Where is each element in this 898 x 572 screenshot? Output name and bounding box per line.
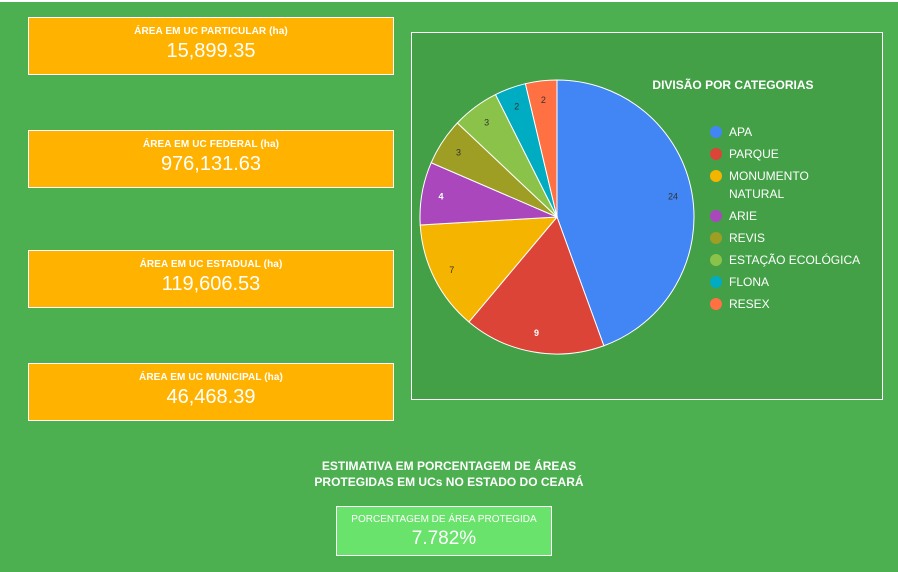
legend-item[interactable]: RESEX (710, 297, 770, 311)
area-particular-card: ÁREA EM UC PARTICULAR (ha) 15,899.35 (28, 17, 394, 75)
pie-slice-value-label: 2 (541, 95, 546, 105)
area-estadual-label: ÁREA EM UC ESTADUAL (ha) (139, 259, 283, 270)
legend-item[interactable]: APA (710, 125, 752, 139)
legend-swatch (710, 276, 722, 288)
pie-slice-monumento-natural[interactable] (419, 216, 559, 323)
legend-label: REVIS (729, 231, 765, 245)
pie-slice-value-label: 24 (668, 192, 678, 202)
legend-item[interactable]: ESTAÇÃO ECOLÓGICA (710, 252, 860, 267)
pie-slice-value-label: 4 (438, 192, 443, 202)
area-estadual-card: ÁREA EM UC ESTADUAL (ha) 119,606.53 (28, 250, 394, 308)
pie-slice-value-label: 3 (456, 147, 461, 157)
area-municipal-label: ÁREA EM UC MUNICIPAL (ha) (139, 372, 283, 383)
legend-swatch (710, 298, 722, 310)
pie-slice-value-label: 7 (449, 265, 454, 275)
legend-item[interactable]: ARIE (710, 209, 757, 223)
area-federal-card: ÁREA EM UC FEDERAL (ha) 976,131.63 (28, 130, 394, 188)
pie-slices (419, 79, 695, 355)
legend-swatch (710, 170, 722, 182)
protected-percentage-card: PORCENTAGEM DE ÁREA PROTEGIDA 7.782% (336, 506, 552, 556)
top-border-line (0, 0, 898, 2)
legend-swatch (710, 232, 722, 244)
legend-label: PARQUE (729, 147, 779, 161)
legend-label: FLONA (729, 275, 769, 289)
area-particular-label: ÁREA EM UC PARTICULAR (ha) (134, 26, 288, 37)
protected-percentage-label: PORCENTAGEM DE ÁREA PROTEGIDA (351, 514, 537, 525)
chart-title: DIVISÃO POR CATEGORIAS (652, 77, 813, 92)
area-municipal-card: ÁREA EM UC MUNICIPAL (ha) 46,468.39 (28, 363, 394, 421)
legend-item[interactable]: MONUMENTO NATURAL (710, 169, 809, 201)
protected-percentage-value: 7.782% (411, 528, 477, 549)
estimate-title: ESTIMATIVA EM PORCENTAGEM DE ÁREAS PROTE… (249, 458, 649, 490)
chart-legend: APA PARQUE MONUMENTO NATURAL ARIE REVIS ESTAÇÃ… (710, 125, 860, 311)
legend-swatch (710, 210, 722, 222)
category-pie-chart: 24 9 7 4 3 3 2 2 DIVISÃO POR CATEGORIAS APA PARQ… (411, 32, 883, 400)
legend-swatch (710, 148, 722, 160)
pie-slice-value-label: 3 (484, 117, 489, 127)
legend-label: NATURAL (729, 187, 784, 201)
legend-label: ARIE (729, 209, 757, 223)
legend-item[interactable]: PARQUE (710, 147, 779, 161)
pie-slice-apa[interactable] (556, 79, 695, 347)
area-federal-label: ÁREA EM UC FEDERAL (ha) (142, 139, 280, 150)
area-federal-value: 976,131.63 (160, 153, 262, 175)
estimate-title-line-2: PROTEGIDAS EM UCs NO ESTADO DO CEARÁ (314, 475, 584, 489)
legend-label: RESEX (729, 297, 770, 311)
legend-swatch (710, 126, 722, 138)
pie-slice-value-label: 9 (534, 328, 539, 338)
legend-swatch (710, 254, 722, 266)
legend-label: ESTAÇÃO ECOLÓGICA (729, 252, 860, 267)
legend-label: MONUMENTO (729, 169, 809, 183)
pie-slice-labels: 24 9 7 4 3 3 2 2 (438, 95, 678, 338)
estimate-title-line-1: ESTIMATIVA EM PORCENTAGEM DE ÁREAS (321, 459, 577, 473)
pie-slice-parque[interactable] (468, 216, 605, 355)
legend-label: APA (729, 125, 752, 139)
pie-slice-resex[interactable] (524, 79, 558, 218)
area-estadual-value: 119,606.53 (161, 273, 261, 295)
area-particular-value: 15,899.35 (166, 40, 256, 62)
legend-item[interactable]: FLONA (710, 275, 769, 289)
pie-slice-value-label: 2 (514, 101, 519, 111)
legend-item[interactable]: REVIS (710, 231, 765, 245)
pie-chart-svg: 24 9 7 4 3 3 2 2 DIVISÃO POR CATEGORIAS APA PARQ… (419, 77, 860, 355)
area-municipal-value: 46,468.39 (166, 386, 256, 408)
